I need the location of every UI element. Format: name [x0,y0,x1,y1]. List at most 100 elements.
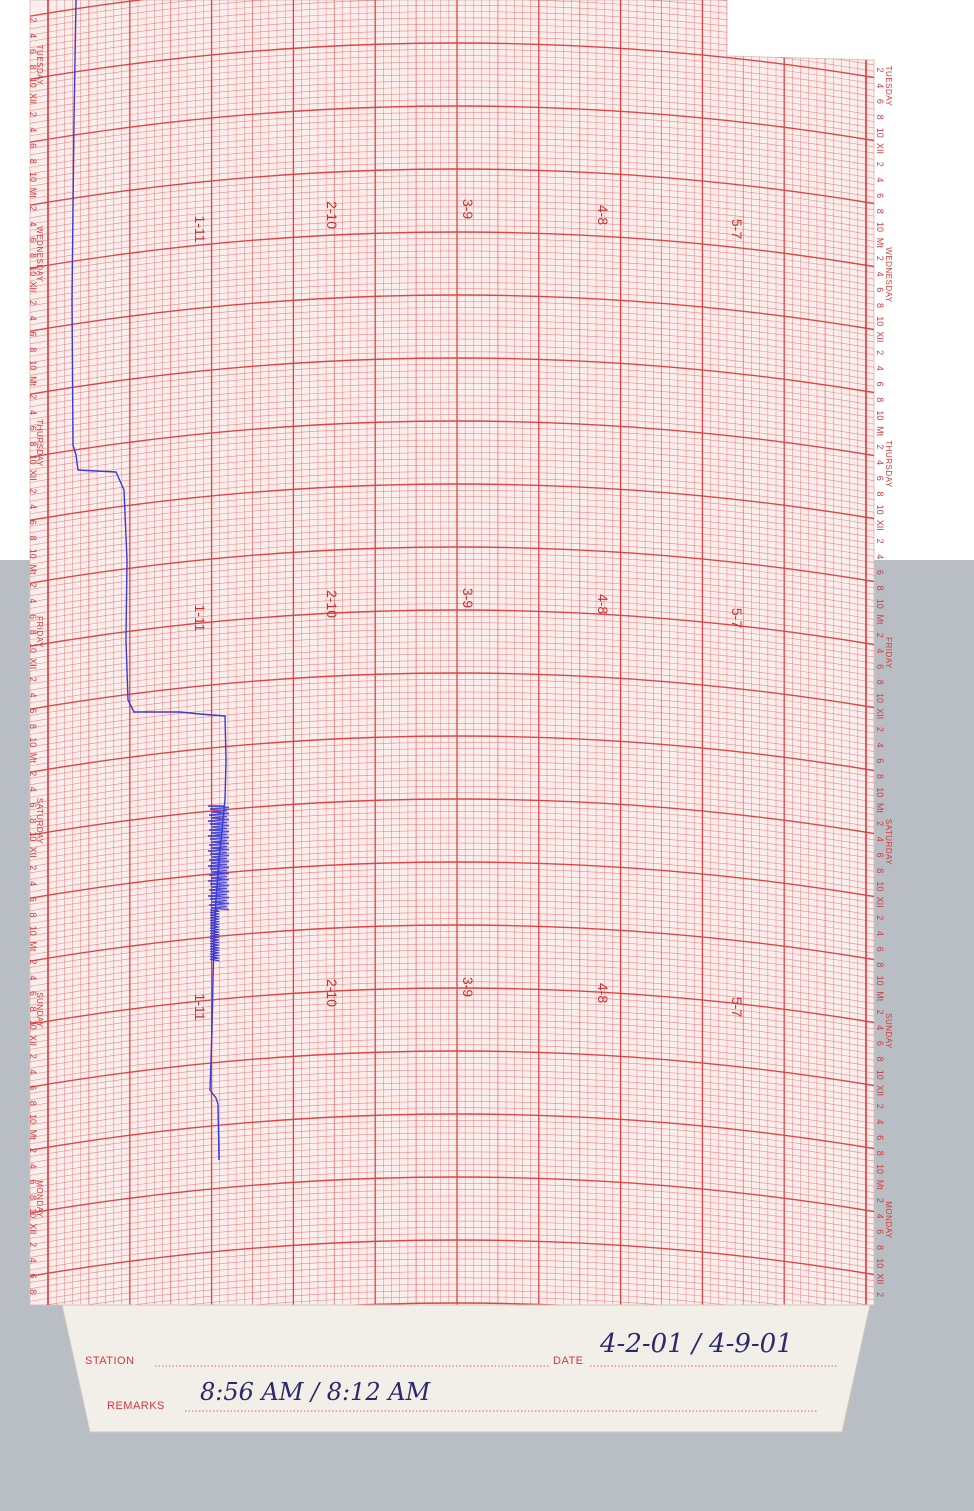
hour-label-right: 2 [875,256,885,261]
hour-label-left: 4 [28,316,38,321]
hour-label-right: 10 [875,599,885,609]
hour-label-right: 8 [875,491,885,496]
hour-label-right: XII [875,331,885,342]
hour-label-right: 10 [875,787,885,797]
hour-label-left: 10 [28,737,38,747]
remarks-label: REMARKS [107,1400,165,1412]
hour-label-left: 8 [28,1289,38,1294]
day-label-left: MONDAY [35,1180,44,1218]
hour-label-right: 6 [875,570,885,575]
hour-label-left: 10 [28,1114,38,1124]
hour-label-right: 4 [875,366,885,371]
hour-label-left: 4 [28,1258,38,1263]
hour-label-left: 4 [28,222,38,227]
hour-label-left: Mt [28,376,38,386]
date-label: DATE [553,1355,584,1367]
hour-label-right: 6 [875,758,885,763]
record-stub [61,1304,871,1433]
hour-label-right: XII [875,143,885,154]
hour-label-left: 10 [28,831,38,841]
hour-label-right: 10 [875,881,885,891]
hour-label-right: 6 [875,1041,885,1046]
hour-label-right: 2 [875,821,885,826]
scale-label: 4-8 [595,205,611,225]
hour-label-right: 4 [875,837,885,842]
hour-label-right: 10 [875,693,885,703]
hour-label-right: 2 [875,350,885,355]
hour-label-right: 2 [875,1104,885,1109]
hour-label-right: 4 [875,648,885,653]
hour-label-left: 8 [28,630,38,635]
day-label-right: TUESDAY [884,66,893,107]
hour-label-left: 10 [28,1020,38,1030]
hour-label-left: 2 [28,1242,38,1247]
scale-label: 4-8 [595,983,611,1003]
hour-label-left: XII [28,93,38,104]
hour-label-right: 4 [875,177,885,182]
hour-label-right: 10 [875,1258,885,1268]
hour-label-left: 6 [28,708,38,713]
hour-label-left: 2 [28,394,38,399]
day-labels: TUESDAY WEDNESDAY THURSDAY FRIDAY SATURDAY SU… [28,17,893,1297]
hour-label-right: 10 [875,1164,885,1174]
day-label-right: THURSDAY [884,440,893,488]
hour-label-right: 10 [875,410,885,420]
hour-label-right: 2 [875,915,885,920]
hour-label-right: 8 [875,962,885,967]
hour-label-left: 2 [28,771,38,776]
hour-label-right: 2 [875,67,885,72]
hour-label-left: 2 [28,112,38,117]
scale-label: 2-10 [324,979,340,1007]
hour-label-right: 4 [875,1025,885,1030]
chart-grid [30,0,874,1305]
hour-label-right: 6 [875,947,885,952]
hour-label-left: 10 [28,926,38,936]
hour-label-right: 10 [875,505,885,515]
hour-label-right: 4 [875,743,885,748]
hour-label-right: 8 [875,209,885,214]
pen-trace-layer [71,0,230,1161]
hour-label-left: 6 [28,1179,38,1184]
hour-label-left: 2 [28,300,38,305]
remarks-value[interactable]: 8:56 AM / 8:12 AM [200,1378,432,1406]
hour-label-left: 4 [28,410,38,415]
date-value[interactable]: 4-2-01 / 4-9-01 [599,1329,793,1359]
hour-label-right: 6 [875,99,885,104]
hour-label-left: Mt [28,1130,38,1140]
hour-label-left: XII [28,847,38,858]
hour-label-right: 6 [875,852,885,857]
scale-label: 1-11 [192,216,208,243]
hour-label-left: 6 [28,1085,38,1090]
hour-label-left: 4 [28,33,38,38]
hour-label-right: 8 [875,680,885,685]
day-label-left: FRIDAY [35,616,44,648]
hour-label-right: 6 [875,664,885,669]
hour-label-left: 8 [28,253,38,258]
hour-label-right: 8 [875,303,885,308]
hour-label-right: 6 [875,381,885,386]
hour-label-right: 2 [875,538,885,543]
hour-label-left: 4 [28,975,38,980]
hour-label-right: 10 [875,222,885,232]
hour-label-right: Mt [875,615,885,625]
hour-label-right: XII [875,708,885,719]
hour-label-left: XII [28,658,38,669]
hour-label-right: Mt [875,991,885,1001]
hour-label-right: 8 [875,586,885,591]
hour-label-left: 10 [28,360,38,370]
hour-label-left: Mt [28,565,38,575]
hour-label-right: 4 [875,1119,885,1124]
hour-label-left: 8 [28,441,38,446]
hour-label-left: 6 [28,49,38,54]
day-label-right: MONDAY [884,1201,893,1239]
hour-label-right: 6 [875,193,885,198]
station-label: STATION [85,1355,135,1367]
hour-label-left: 10 [28,266,38,276]
hour-label-right: 4 [875,1214,885,1219]
hour-label-right: XII [875,1273,885,1284]
hour-label-right: 2 [875,1009,885,1014]
hour-label-left: 6 [28,1273,38,1278]
scale-label: 2-10 [324,590,340,618]
hour-label-left: 4 [28,1164,38,1169]
hour-label-left: 2 [28,17,38,22]
